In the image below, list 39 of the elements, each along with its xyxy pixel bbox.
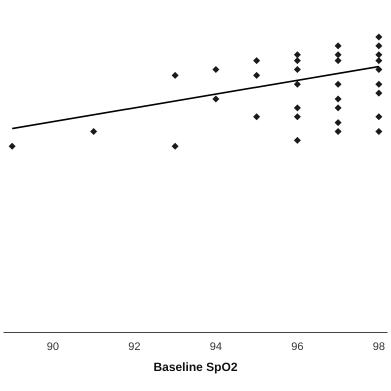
point [334,128,342,136]
point [253,72,260,79]
point [253,57,260,64]
point [294,136,301,144]
point [294,51,301,58]
point [334,96,342,103]
point [253,113,260,120]
point [334,119,342,126]
point [375,57,382,64]
point [375,113,382,120]
point [375,51,382,58]
point [375,128,382,136]
point [334,51,342,58]
x-tick-label: 90 [46,341,60,354]
point [334,80,342,88]
point [294,113,301,120]
point [334,57,342,64]
point [294,66,301,73]
point [172,72,179,79]
x-tick-label: 96 [291,341,304,354]
point [375,80,382,88]
point [212,66,220,73]
x-tick-label: 94 [210,341,222,354]
point [375,34,382,40]
x-axis-title: Baseline SpO2 [153,360,238,374]
point [294,80,301,88]
point [172,142,179,150]
point [375,42,382,50]
point [375,66,382,73]
x-tick-label: 92 [128,341,141,354]
point [8,142,16,150]
point [375,90,382,97]
point [334,42,342,50]
point [334,104,342,112]
x-tick-label: 98 [372,341,385,354]
point [90,128,98,136]
point [212,96,220,103]
point [294,104,301,112]
point [294,57,301,64]
